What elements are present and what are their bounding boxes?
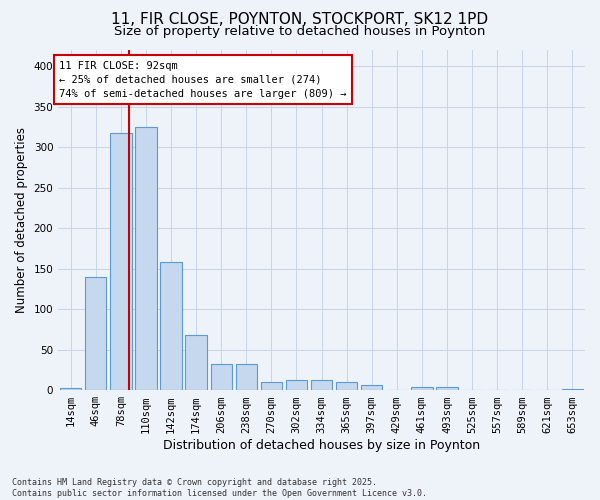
Bar xyxy=(562,388,583,390)
Bar xyxy=(85,277,106,390)
Bar xyxy=(286,380,307,390)
Bar xyxy=(261,382,282,390)
Bar xyxy=(361,386,382,390)
Text: Size of property relative to detached houses in Poynton: Size of property relative to detached ho… xyxy=(115,25,485,38)
Bar xyxy=(411,387,433,390)
Bar xyxy=(311,380,332,390)
Text: 11 FIR CLOSE: 92sqm
← 25% of detached houses are smaller (274)
74% of semi-detac: 11 FIR CLOSE: 92sqm ← 25% of detached ho… xyxy=(59,60,347,98)
Bar xyxy=(110,132,131,390)
X-axis label: Distribution of detached houses by size in Poynton: Distribution of detached houses by size … xyxy=(163,440,480,452)
Text: 11, FIR CLOSE, POYNTON, STOCKPORT, SK12 1PD: 11, FIR CLOSE, POYNTON, STOCKPORT, SK12 … xyxy=(112,12,488,28)
Bar xyxy=(60,388,82,390)
Bar xyxy=(136,127,157,390)
Bar xyxy=(160,262,182,390)
Bar xyxy=(436,387,458,390)
Bar xyxy=(336,382,358,390)
Text: Contains HM Land Registry data © Crown copyright and database right 2025.
Contai: Contains HM Land Registry data © Crown c… xyxy=(12,478,427,498)
Bar xyxy=(185,335,207,390)
Bar xyxy=(236,364,257,390)
Bar xyxy=(211,364,232,390)
Y-axis label: Number of detached properties: Number of detached properties xyxy=(15,127,28,313)
